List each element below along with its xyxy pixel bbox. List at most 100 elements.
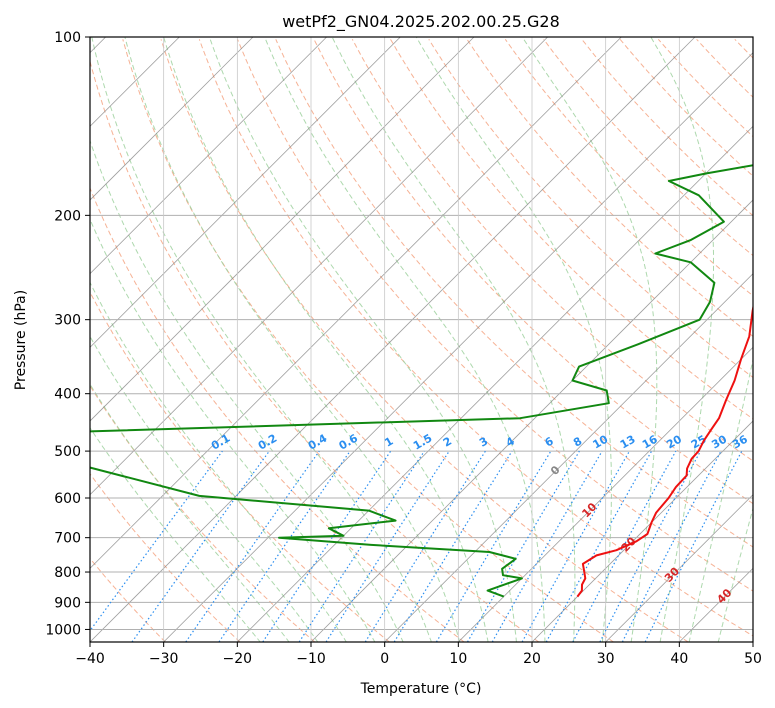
moist-adiabat [331,37,576,642]
isotherm-line [90,37,696,642]
moist-adiabat [688,357,753,642]
dry-adiabat [122,39,614,642]
moist-adiabat [208,37,517,642]
moist-adiabat [91,37,432,642]
y-tick-label: 100 [54,30,81,46]
isotherm-line [384,273,753,642]
isotherm-line [237,125,753,642]
y-tick-label: 1000 [45,622,81,638]
mixing-ratio-label: 30 [709,432,729,451]
moist-adiabat [124,37,461,642]
chart-title: wetPf2_GN04.2025.202.00.25.G28 [282,12,560,32]
mixing-ratio-line [572,450,677,642]
moist-adiabat [90,139,404,642]
x-tick-label: −30 [149,651,179,667]
mixing-ratio-label: 13 [618,433,638,452]
x-tick-label: 20 [523,651,541,667]
dry-adiabat [90,291,390,642]
dry-adiabat [466,39,753,337]
dry-adiabat [351,39,753,462]
dry-adiabat [90,472,241,642]
mixing-ratio-label: 6 [543,434,556,449]
mixing-ratio-line [185,450,320,642]
isotherm-label: 10 [579,500,599,520]
y-tick-label: 300 [54,313,81,329]
y-tick-label: 500 [54,444,81,460]
moist-adiabat [90,335,319,642]
isotherm-line [90,37,475,422]
mixing-ratio-label: 36 [730,432,750,451]
isotherm-line [752,641,753,642]
mixing-ratio-label: 16 [640,432,660,451]
x-tick-label: −20 [223,651,253,667]
x-tick-label: 10 [449,651,467,667]
dry-adiabat [734,38,753,59]
dry-adiabat [696,38,753,98]
dry-adiabat [198,39,753,637]
isotherm-line [310,199,753,642]
moist-adiabat [90,281,347,642]
moist-adiabat [264,37,546,642]
dry-adiabat [90,186,465,642]
y-tick-label: 800 [54,565,81,581]
dry-adiabat [90,59,540,642]
isotherm-line [90,37,327,275]
moist-adiabat [650,37,714,642]
mixing-ratio-label: 10 [591,432,611,451]
temperature-profile-line [576,303,753,598]
dry-adiabat [504,39,753,297]
mixing-ratio-label: 3 [477,435,490,450]
y-tick-label: 900 [54,595,81,611]
plot-area: 0.1 0.2 0.4 0.6 1 1.5 2 3 4 6 8 10 13 16 20 25 30 3601020… [90,37,753,642]
mixing-ratio-label: 8 [571,435,584,450]
isotherm-line [163,52,753,642]
mixing-ratio-line [621,450,722,642]
plot-frame [89,36,754,643]
y-axis-label: Pressure (hPa) [13,290,29,390]
mixing-ratio-label: 0.4 [306,431,330,452]
moist-adiabat [163,37,489,642]
moist-adiabat [90,218,376,642]
x-tick-label: 0 [380,651,389,667]
dry-adiabat [543,38,753,257]
y-tick-label: 200 [54,208,81,224]
x-tick-label: 50 [744,651,762,667]
x-axis-label: Temperature (°C) [360,681,482,697]
axis-ticks: −40 −30 −20 −10 0 10 20 30 40 5010009008007006005… [45,30,762,667]
y-tick-label: 400 [54,387,81,403]
x-tick-label: 40 [670,651,688,667]
isotherm-line [90,37,401,348]
isotherm-line [531,420,753,642]
mixing-ratio-line [545,450,653,642]
isotherm-line [90,37,622,569]
mixing-ratio-line [262,450,392,642]
mixing-ratio-line [298,450,425,642]
mixing-ratio-line [644,450,743,642]
y-tick-label: 600 [54,491,81,507]
mixing-ratio-label: 2 [441,435,454,450]
dry-adiabat [313,39,753,505]
mixing-ratio-label: 1.5 [411,432,434,453]
moist-adiabat [90,383,290,642]
isotherm-line [605,494,753,642]
mixing-ratio-label: 0.2 [256,432,279,453]
isotherm-label: 40 [714,586,734,606]
dry-adiabat [390,39,753,420]
isotherm-label: 0 [548,463,563,478]
x-tick-label: −40 [75,651,105,667]
mixing-ratio-line [435,450,552,642]
dry-adiabat [619,38,753,177]
dry-adiabat [275,39,753,548]
moist-adiabat [90,426,261,642]
mixing-ratio-label: 20 [664,432,684,451]
dry-adiabat [90,384,316,642]
mixing-ratio-line [90,450,223,632]
isotherm-line [90,37,254,201]
moist-adiabat [717,506,753,642]
isotherm-line [90,37,548,496]
mixing-ratio-line [218,450,351,642]
x-tick-label: −10 [296,651,326,667]
mixing-ratio-line [521,450,631,642]
moist-adiabat [521,37,658,642]
